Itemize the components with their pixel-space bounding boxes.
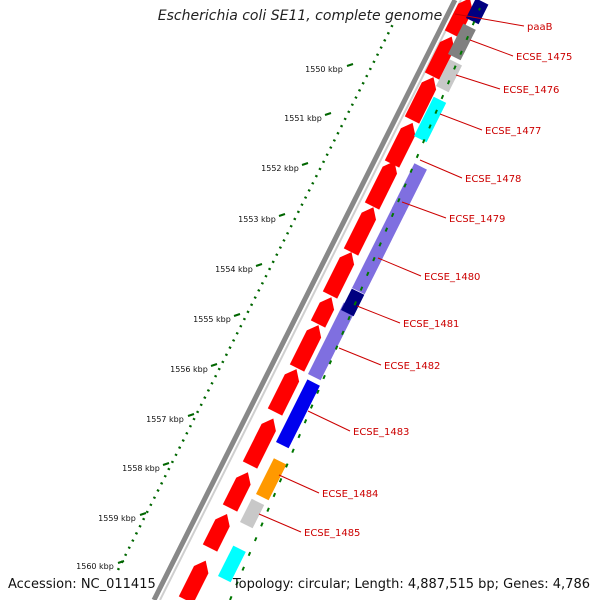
gene-label: ECSE_1480 xyxy=(424,272,480,283)
topology-summary: Topology: circular; Length: 4,887,515 bp… xyxy=(232,577,590,592)
scale-tick-mark xyxy=(117,560,125,564)
cog-segment xyxy=(466,0,489,25)
gene-leader-line xyxy=(258,513,302,533)
gene-leader-line xyxy=(455,74,501,90)
scale-tick-label: 1558 kbp xyxy=(122,464,160,473)
cog-segment xyxy=(341,288,365,317)
gene-leader-line xyxy=(307,410,351,432)
gc-dashed-line xyxy=(229,7,481,600)
cog-segment xyxy=(276,379,320,449)
cog-segment xyxy=(448,23,476,61)
scale-tick-mark xyxy=(278,213,286,217)
gene-label: ECSE_1477 xyxy=(485,126,541,137)
scale-tick-label: 1550 kbp xyxy=(305,65,343,74)
scale-tick-mark xyxy=(210,363,218,367)
gene-leader-line xyxy=(356,305,401,324)
gene-label: ECSE_1481 xyxy=(403,319,459,330)
cds-arrow xyxy=(222,472,251,512)
scale-tick-label: 1551 kbp xyxy=(284,114,322,123)
scale-tick-mark xyxy=(324,112,332,116)
gene-leader-line xyxy=(401,201,447,219)
gene-leader-line xyxy=(377,257,422,277)
cog-track xyxy=(218,0,489,583)
backbone-inner xyxy=(159,0,462,600)
cds-arrow xyxy=(202,514,230,552)
scale-dotted-line xyxy=(116,19,397,571)
accession-text: Accession: NC_011415 xyxy=(8,577,156,592)
scale-tick-mark xyxy=(255,263,263,267)
map-title: Escherichia coli SE11, complete genome xyxy=(157,8,443,24)
cds-arrow xyxy=(424,36,455,80)
cds-arrow xyxy=(364,161,397,210)
scale-tick-label: 1560 kbp xyxy=(76,562,114,571)
cds-arrow xyxy=(384,122,416,168)
scale-tick-mark xyxy=(187,413,195,417)
cds-track xyxy=(178,0,473,600)
scale-tick-label: 1555 kbp xyxy=(193,315,231,324)
cds-arrow xyxy=(444,0,473,38)
gene-leader-line xyxy=(419,159,463,179)
scale-tick-mark xyxy=(301,162,309,166)
cog-segment xyxy=(414,96,447,143)
gene-label: ECSE_1478 xyxy=(465,174,521,185)
gene-label: ECSE_1482 xyxy=(384,361,440,372)
scale-tick-label: 1559 kbp xyxy=(98,514,136,523)
gene-leader-line xyxy=(439,113,483,131)
cds-arrow xyxy=(310,297,335,328)
scale-tick-label: 1553 kbp xyxy=(238,215,276,224)
cog-segment xyxy=(256,458,287,501)
cog-segment xyxy=(392,163,427,215)
gene-label: ECSE_1479 xyxy=(449,214,505,225)
cog-segment xyxy=(352,207,405,295)
cds-arrow xyxy=(242,418,276,469)
gene-label: ECSE_1483 xyxy=(353,427,409,438)
gene-leader-line xyxy=(454,13,525,27)
cog-segment xyxy=(218,545,246,583)
scale-tick-mark xyxy=(346,63,354,67)
scale-ticks: 1550 kbp 1551 kbp 1552 kbp 1553 kbp 1554 kbp… xyxy=(76,63,354,571)
gene-label: ECSE_1475 xyxy=(516,52,572,63)
cds-arrow xyxy=(267,369,300,416)
cds-arrow xyxy=(343,207,376,256)
scale-tick-label: 1556 kbp xyxy=(170,365,208,374)
gene-leader-line xyxy=(469,39,514,57)
cog-segment xyxy=(240,498,265,529)
gene-leader-line xyxy=(278,474,320,494)
backbone-outer xyxy=(151,0,458,600)
cds-arrow xyxy=(404,77,437,124)
cog-segment xyxy=(308,302,357,381)
gene-leader-line xyxy=(338,347,382,366)
gene-label: ECSE_1485 xyxy=(304,528,360,539)
scale-tick-mark xyxy=(162,462,170,466)
cds-arrow xyxy=(289,325,322,372)
scale-tick-mark xyxy=(139,512,147,516)
cds-arrow xyxy=(322,252,355,299)
scale-tick-label: 1554 kbp xyxy=(215,265,253,274)
scale-tick-label: 1552 kbp xyxy=(261,164,299,173)
gene-label: ECSE_1484 xyxy=(322,489,378,500)
scale-tick-mark xyxy=(233,313,241,317)
scale-tick-label: 1557 kbp xyxy=(146,415,184,424)
cds-arrow xyxy=(178,560,209,600)
gene-label: paaB xyxy=(527,22,553,33)
gene-label: ECSE_1476 xyxy=(503,85,559,96)
gene-labels: paaB ECSE_1475 ECSE_1476 ECSE_1477 ECSE_1478… xyxy=(258,13,572,539)
